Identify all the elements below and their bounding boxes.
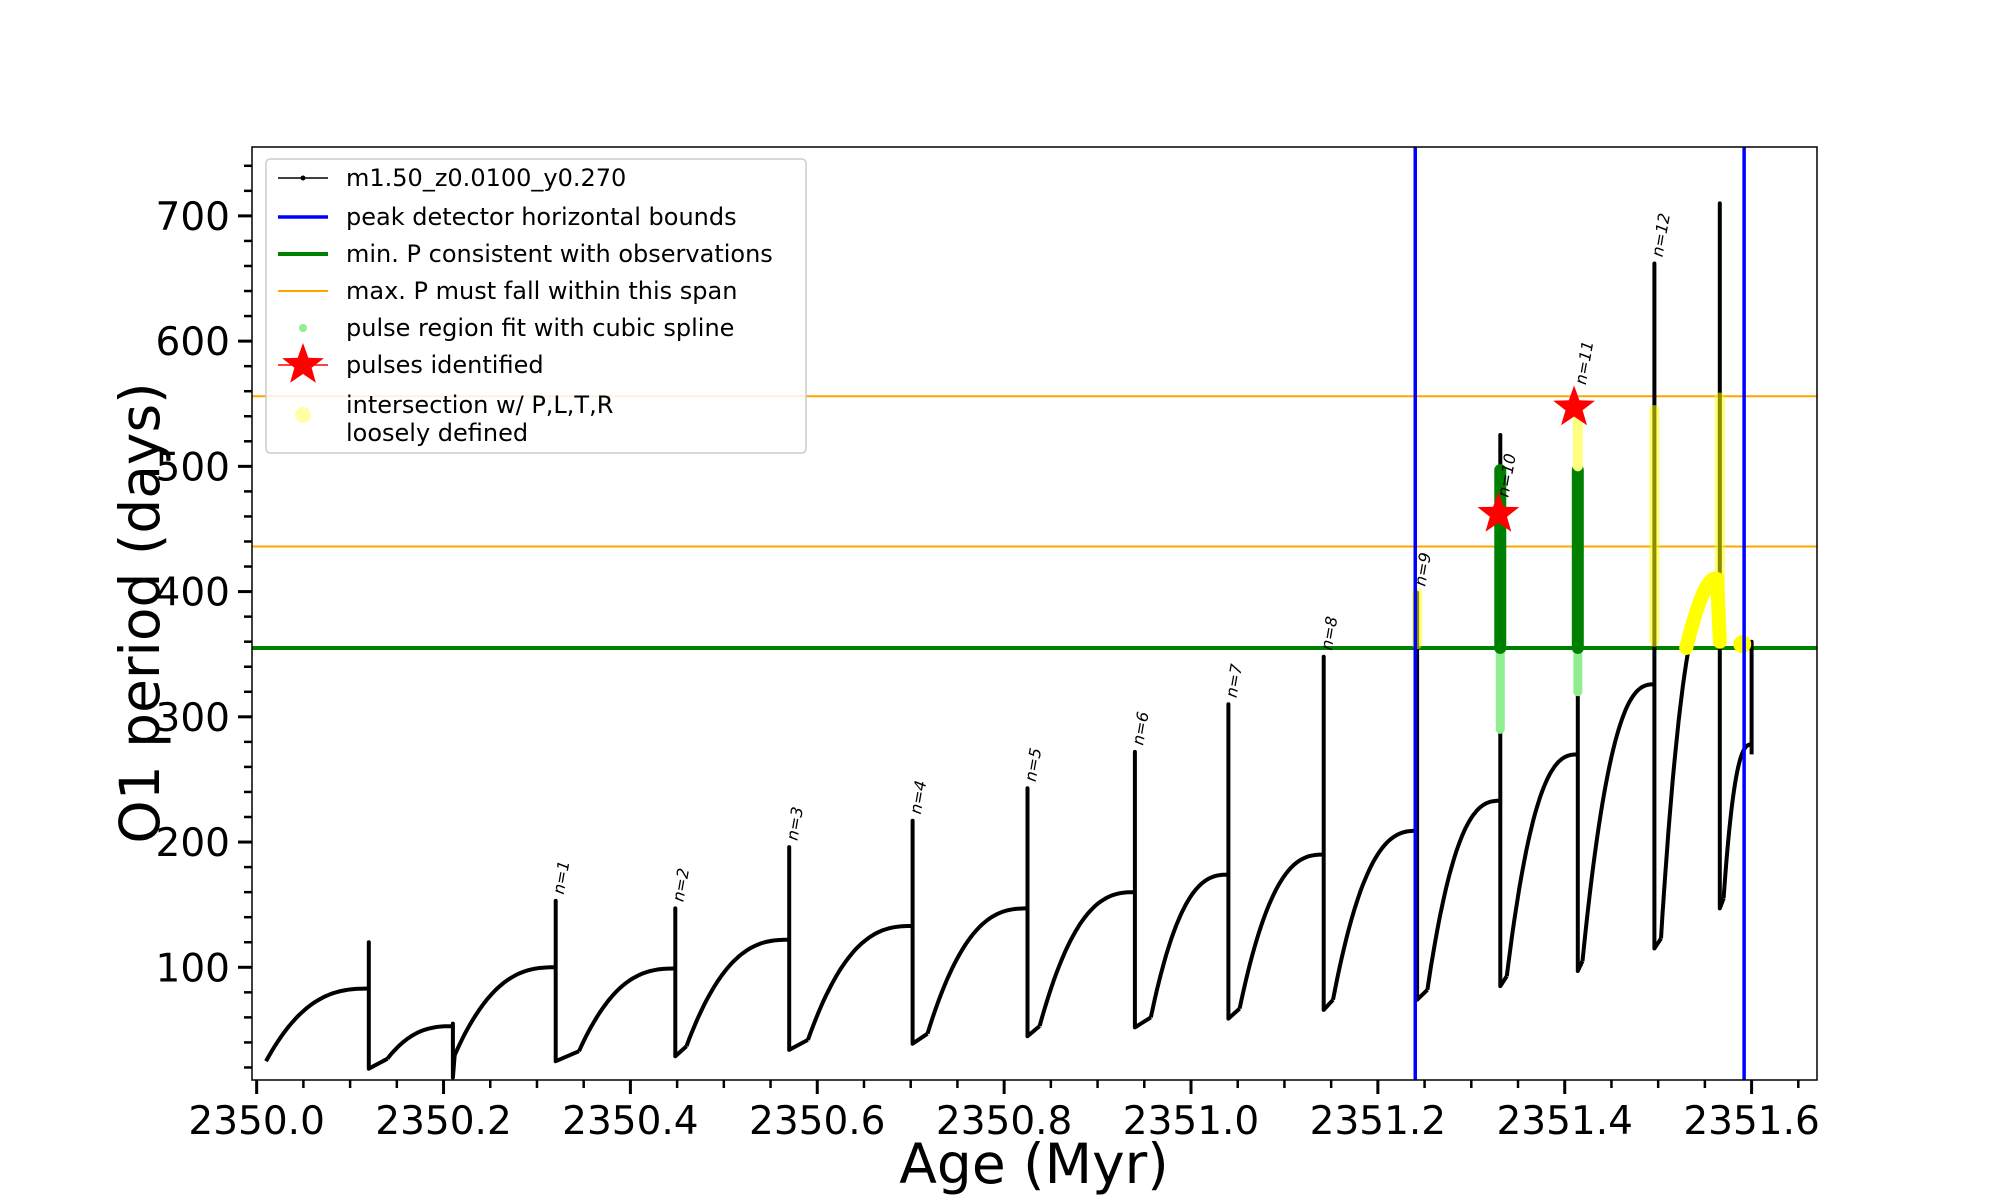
intersection-curve [1679, 571, 1727, 655]
x-tick-label-6: 2351.2 [1310, 1099, 1446, 1144]
y-tick-label-0: 100 [156, 946, 230, 991]
legend-handle-track-dot [300, 175, 306, 181]
x-tick-label-1: 2350.2 [375, 1099, 511, 1144]
y-tick-label-2: 300 [156, 696, 230, 741]
x-tick-label-7: 2351.4 [1496, 1099, 1632, 1144]
legend-label-spline: pulse region fit with cubic spline [346, 314, 734, 342]
legend-label-min_p: min. P consistent with observations [346, 240, 773, 268]
legend-label-intersection-line2: loosely defined [346, 419, 528, 447]
track-segment-16 [1721, 639, 1754, 899]
track-segment-7 [925, 786, 1041, 1039]
legend-label-span: max. P must fall within this span [346, 277, 737, 305]
x-tick-label-3: 2350.6 [749, 1099, 885, 1144]
track-segment-12 [1425, 433, 1509, 991]
x-axis-title: Age (Myr) [899, 1132, 1168, 1196]
y-tick-label-5: 600 [156, 320, 230, 365]
legend-label-track: m1.50_z0.0100_y0.270 [346, 164, 626, 192]
y-tick-label-1: 200 [156, 821, 230, 866]
track-segment-10 [1237, 654, 1335, 1012]
y-axis-title: O1 period (days) [108, 382, 172, 843]
pulse-identified-star-1 [1477, 491, 1520, 532]
x-tick-label-2: 2350.4 [562, 1099, 698, 1144]
track-segment-5 [684, 845, 809, 1052]
intersection-point [1733, 635, 1752, 654]
track-segment-1 [264, 940, 389, 1071]
y-tick-label-4: 500 [156, 445, 230, 490]
legend-label-intersection: intersection w/ P,L,T,R [346, 391, 613, 419]
track-segment-14 [1580, 261, 1663, 962]
track-segment-2 [385, 1021, 457, 1080]
track-segment-4 [577, 906, 688, 1059]
plot-frame [251, 146, 1818, 1081]
legend-label-bounds: peak detector horizontal bounds [346, 203, 737, 231]
axes: 2350.0 2350.2 2350.4 2350.6 2350.8 2351.0 2351… [156, 164, 1820, 1144]
plot-area [252, 147, 1817, 1080]
track-segment-3 [452, 898, 580, 1064]
x-tick-label-8: 2351.6 [1683, 1099, 1819, 1144]
y-tick-label-3: 400 [156, 571, 230, 616]
track-segment-13 [1504, 468, 1585, 977]
legend-handle-star [282, 343, 324, 383]
track-segment-9 [1148, 702, 1241, 1021]
pulse-identified-star-2 [1553, 385, 1595, 426]
legend-label-star: pulses identified [346, 351, 544, 379]
track-segment-11 [1331, 590, 1429, 1002]
track-segment-8 [1037, 749, 1152, 1030]
track-segment-6 [806, 818, 929, 1046]
legend-handle-spline [299, 324, 307, 332]
x-tick-label-4: 2350.8 [936, 1099, 1072, 1144]
y-tick-label-6: 700 [156, 195, 230, 240]
x-tick-label-5: 2351.0 [1123, 1099, 1259, 1144]
legend-box [265, 158, 807, 454]
legend-handle-intersection [295, 407, 311, 423]
x-tick-label-0: 2350.0 [188, 1099, 324, 1144]
